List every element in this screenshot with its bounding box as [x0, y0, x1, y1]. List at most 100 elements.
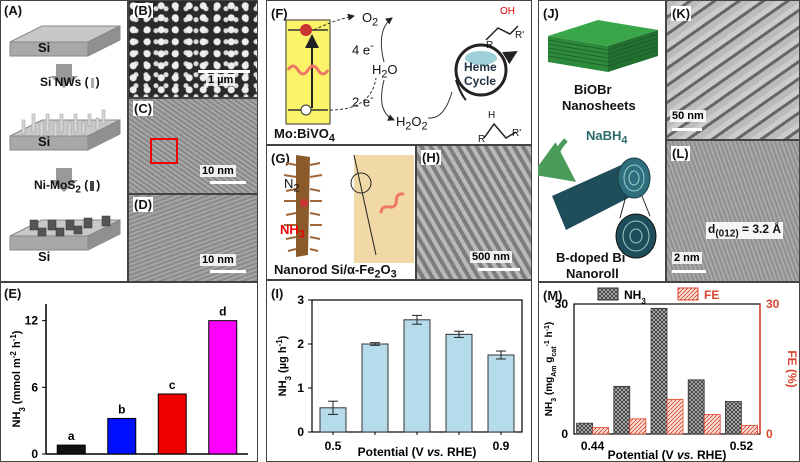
i-ytick-label-1: 1 — [297, 381, 304, 395]
e-bar-a — [56, 444, 86, 455]
j-reagent: NaBH4 — [586, 128, 628, 147]
scalebar-c — [210, 181, 246, 184]
i-bar-0.6 — [361, 343, 389, 433]
g-caption: Nanorod Si/α-Fe2O3 — [274, 262, 397, 281]
f-r3: R — [478, 134, 486, 145]
m-bar-nh3-4 — [724, 401, 742, 435]
panel-b-border — [128, 0, 258, 98]
panel-label-k: (K) — [671, 6, 692, 21]
i-xtick-label-last: 0.9 — [493, 439, 510, 453]
scalebar-d — [210, 270, 246, 273]
panel-label-c: (C) — [133, 101, 154, 116]
scalebar-l-label: 2 nm — [672, 252, 702, 264]
i-bar-0.9 — [487, 354, 515, 433]
panel-label-a: (A) — [4, 3, 23, 18]
chart-i: 0 1 2 3 0.5 0.9 Potential (V vs. RHE) NH3 (µg h… — [275, 293, 523, 459]
f-r4: R' — [512, 128, 522, 139]
m-legend-swatch-fe — [677, 287, 699, 301]
panel-c-border — [128, 98, 258, 194]
e-ylabel: NH3 (mmol m-2 h-1) — [9, 330, 27, 427]
m-bar-nh3-3 — [687, 379, 705, 435]
e-bar-label-b: b — [118, 402, 125, 416]
g-n2: N2 — [284, 176, 300, 195]
m-bar-nh3-2 — [650, 307, 668, 435]
scalebar-l — [672, 270, 706, 273]
panel-label-i: (I) — [271, 286, 284, 301]
e-ytick-label-2: 12 — [25, 314, 39, 328]
m-ylabel-right: FE (%) — [785, 350, 799, 387]
e-bar-c — [157, 393, 187, 455]
f-h2o: H2O — [372, 62, 398, 81]
panel-label-m: (M) — [543, 288, 563, 303]
i-ytick-label-0: 0 — [297, 425, 304, 439]
i-bar-0.7 — [403, 319, 431, 433]
f-r: R — [486, 40, 494, 51]
e-ytick-label-1: 6 — [31, 380, 38, 394]
e-bar-label-c: c — [169, 378, 176, 392]
f-material: Mo:BiVO4 — [274, 126, 335, 145]
m-ytick-label-1: 30 — [555, 297, 569, 311]
f-2e: 2 e- — [352, 92, 374, 110]
highlight-box-c — [150, 138, 178, 164]
f-4e: 4 e- — [352, 40, 374, 58]
f-h2o2: H2O2 — [396, 114, 428, 133]
j-sheets2: Nanosheets — [562, 98, 636, 113]
panel-label-e: (E) — [4, 286, 22, 301]
f-o2: O2 — [362, 10, 379, 29]
slab1-label: Si — [38, 40, 51, 55]
panel-label-l: (L) — [671, 146, 690, 161]
scalebar-c-label: 10 nm — [200, 165, 236, 177]
scalebar-h — [478, 268, 520, 271]
slab3-label: Si — [38, 249, 51, 264]
m-ytick-label-0: 0 — [561, 427, 568, 441]
panel-label-g: (G) — [271, 151, 290, 166]
i-xtick-label-first: 0.5 — [325, 439, 342, 453]
panel-label-b: (B) — [133, 3, 154, 18]
panel-h-border — [416, 145, 532, 280]
f-r2: R' — [515, 30, 525, 41]
panel-d-border — [128, 194, 258, 282]
panel-label-j: (J) — [543, 6, 559, 21]
m-legend-label-fe: FE — [704, 288, 719, 302]
m-bar-fe-1 — [629, 418, 647, 435]
e-bar-d — [208, 320, 238, 455]
panel-a-border — [0, 0, 128, 282]
e-bar-label-a: a — [68, 429, 75, 443]
slab2-label: Si — [38, 134, 51, 149]
e-bar-b — [107, 417, 137, 455]
panel-label-h: (H) — [421, 150, 442, 165]
m-bar-nh3-1 — [613, 385, 631, 435]
j-roll2: Nanoroll — [566, 266, 619, 281]
arrow2-label: Ni-MoS2 () — [34, 178, 101, 196]
m-xlabel: Potential (V vs. RHE) — [608, 448, 727, 462]
e-bar-label-d: d — [219, 305, 226, 319]
schematic-a — [9, 25, 121, 251]
m-xtick-label-first: 0.44 — [581, 439, 605, 453]
i-ytick-label-2: 2 — [297, 337, 304, 351]
f-heme: Heme — [464, 60, 497, 74]
scalebar-h-label: 500 nm — [470, 251, 512, 263]
schematic-j — [538, 20, 659, 259]
j-roll: B-doped Bi — [556, 250, 626, 265]
i-ytick-label-3: 3 — [297, 293, 304, 307]
m-xtick-label-last: 0.52 — [730, 439, 754, 453]
m-bar-fe-4 — [740, 424, 758, 435]
m-ytick-right-label-0: 0 — [766, 427, 773, 441]
panel-label-d: (D) — [133, 197, 154, 212]
e-ytick-label-0: 0 — [31, 447, 38, 461]
i-ylabel: NH3 (µg h-1) — [275, 335, 293, 396]
m-ylabel-left: NH3 (mgAm gcat-1 h-1) — [544, 322, 558, 416]
m-legend-label-nh3: NH3 — [624, 288, 646, 306]
scalebar-d-label: 10 nm — [200, 254, 236, 266]
m-bar-fe-2 — [666, 398, 684, 435]
f-oh: OH — [500, 6, 515, 17]
schematic-g — [283, 154, 414, 263]
i-bar-0.8 — [445, 333, 473, 433]
f-h: H — [488, 110, 496, 121]
j-sheets: BiOBr — [574, 82, 612, 97]
m-bar-fe-3 — [703, 414, 721, 435]
arrow1-label: Si NWs () — [40, 75, 100, 89]
scalebar-k-label: 50 nm — [670, 110, 706, 122]
panel-g-border — [266, 145, 416, 280]
chart-e: 0 6 12 a b c d NH3 (mmol m-2 h-1) — [9, 304, 248, 461]
